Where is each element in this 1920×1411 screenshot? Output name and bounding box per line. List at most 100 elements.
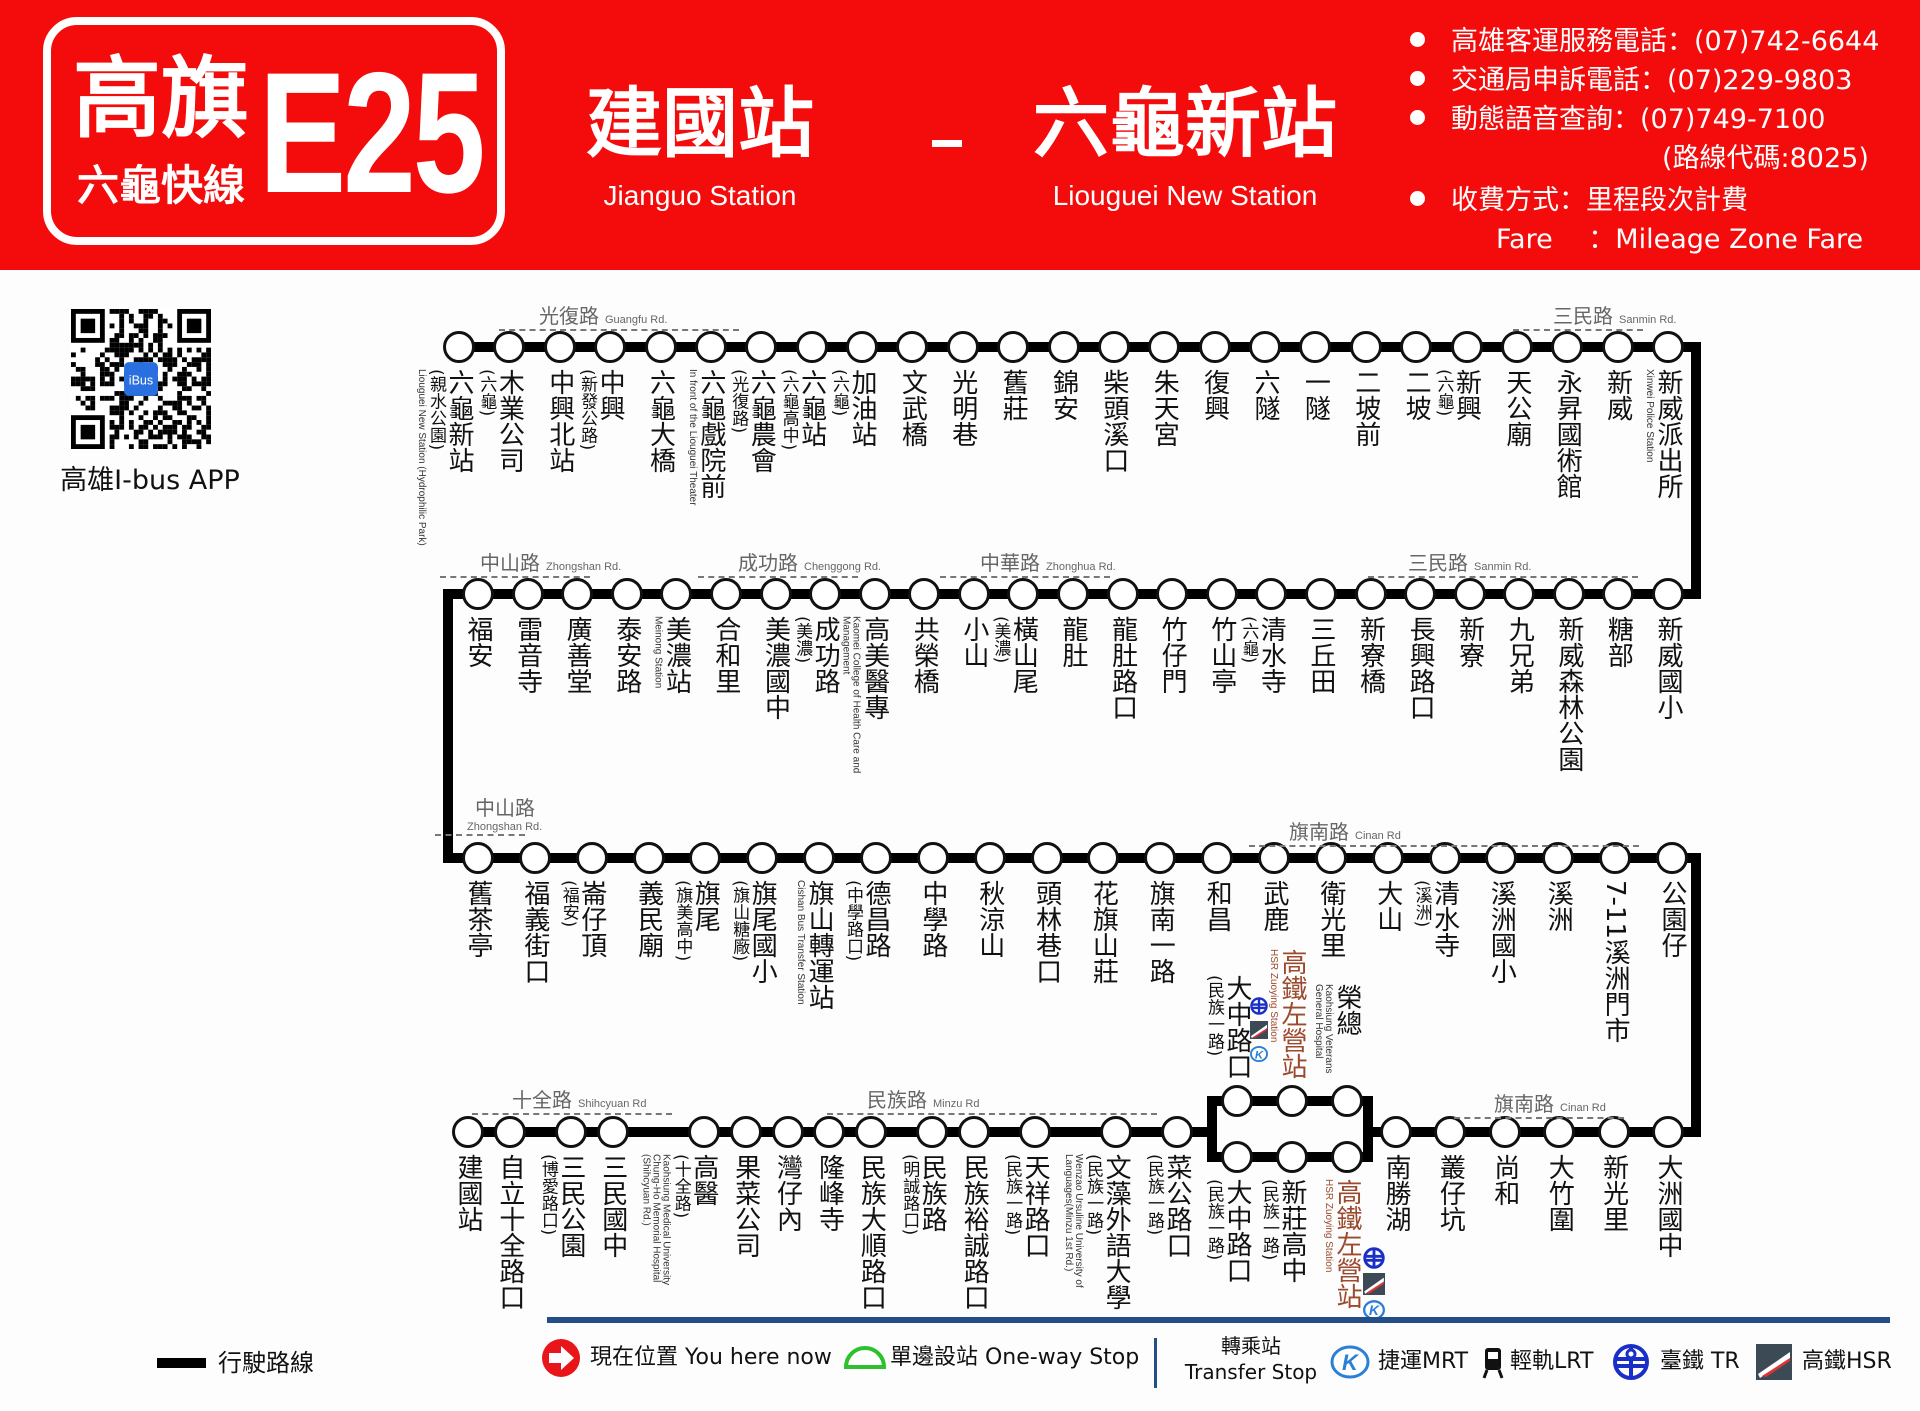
station-label[interactable]: 公園仔 bbox=[1657, 880, 1687, 958]
bus-stop[interactable] bbox=[1503, 578, 1536, 610]
bus-stop[interactable] bbox=[809, 578, 842, 610]
station-label[interactable]: 三民公園 (博愛路口) bbox=[538, 1154, 586, 1258]
station-label[interactable]: 合和里 bbox=[711, 616, 741, 694]
bus-stop[interactable] bbox=[1371, 842, 1404, 874]
station-label[interactable]: 叢仔坑 bbox=[1435, 1154, 1465, 1232]
bus-stop[interactable] bbox=[813, 1116, 846, 1148]
bus-stop[interactable] bbox=[1304, 578, 1337, 610]
station-label[interactable]: 泰安路 bbox=[612, 616, 642, 694]
bus-stop[interactable] bbox=[1485, 842, 1518, 874]
bus-stop[interactable] bbox=[687, 1116, 720, 1148]
station-label[interactable]: 旗南一路 bbox=[1145, 880, 1175, 984]
station-label[interactable]: 文武橋 bbox=[897, 369, 927, 447]
station-label[interactable]: 光明巷 bbox=[948, 369, 978, 447]
bus-stop[interactable] bbox=[1652, 1116, 1684, 1148]
bus-stop[interactable] bbox=[958, 1116, 991, 1148]
bus-stop[interactable] bbox=[1161, 1116, 1193, 1148]
station-label[interactable]: 溪洲 bbox=[1543, 880, 1573, 932]
station-label[interactable]: 衛光里 bbox=[1316, 880, 1346, 958]
bus-stop[interactable] bbox=[575, 842, 608, 874]
bus-stop[interactable] bbox=[973, 842, 1006, 874]
bus-stop[interactable] bbox=[1400, 331, 1433, 363]
station-label[interactable]: 三民國中 bbox=[598, 1154, 628, 1258]
bus-stop[interactable] bbox=[1331, 1085, 1363, 1117]
bus-stop[interactable] bbox=[561, 578, 594, 610]
station-label[interactable]: 隆峰寺 bbox=[814, 1154, 844, 1232]
bus-stop[interactable] bbox=[1156, 578, 1189, 610]
station-label[interactable]: 文藻外語大學 (民族一路) Wenzao Ursuline University o… bbox=[1063, 1154, 1131, 1310]
bus-stop[interactable] bbox=[957, 578, 990, 610]
bus-stop[interactable] bbox=[1255, 578, 1288, 610]
bus-stop[interactable] bbox=[1500, 331, 1533, 363]
station-label[interactable]: 舊茶亭 bbox=[463, 880, 493, 958]
bus-stop[interactable] bbox=[1354, 578, 1387, 610]
bus-stop[interactable] bbox=[443, 331, 475, 363]
bus-stop[interactable] bbox=[1144, 842, 1177, 874]
station-label[interactable]: 灣仔內 bbox=[773, 1154, 803, 1232]
station-label[interactable]: 二坡前 bbox=[1351, 369, 1381, 447]
station-label[interactable]: 新興 (六龜) bbox=[1434, 369, 1482, 421]
bus-stop[interactable] bbox=[1551, 331, 1584, 363]
station-label[interactable]: 六隧 bbox=[1250, 369, 1280, 421]
station-label[interactable]: 新威森林公園 bbox=[1554, 616, 1584, 772]
station-label[interactable]: 新光里 bbox=[1599, 1154, 1629, 1232]
station-label[interactable]: 中興北站 bbox=[545, 369, 575, 473]
station-label[interactable]: 柴頭溪口 bbox=[1099, 369, 1129, 473]
bus-stop[interactable] bbox=[1488, 1116, 1521, 1148]
station-label[interactable]: 大竹圍 bbox=[1544, 1154, 1574, 1232]
station-label[interactable]: 建國站 bbox=[453, 1154, 483, 1232]
station-label[interactable]: 民族大順路口 bbox=[856, 1154, 886, 1310]
station-label[interactable]: 新寮橋 bbox=[1356, 616, 1386, 694]
bus-stop[interactable] bbox=[1221, 1085, 1253, 1117]
station-label[interactable]: 花旗山莊 bbox=[1088, 880, 1118, 984]
station-label[interactable]: 天公廟 bbox=[1502, 369, 1532, 447]
bus-stop[interactable] bbox=[1276, 1085, 1308, 1117]
bus-stop[interactable] bbox=[1148, 331, 1181, 363]
station-label[interactable]: 六龜新站 (親水公園) Liouguei New Station (Hydrophi… bbox=[416, 369, 474, 546]
station-label[interactable]: 成功路 (美濃) bbox=[792, 616, 840, 694]
station-label[interactable]: 旗尾國小 (旗山糖廠) bbox=[729, 880, 777, 984]
station-label[interactable]: 南勝湖 bbox=[1381, 1154, 1411, 1232]
station-label[interactable]: 大中路口 (民族一路) bbox=[1204, 1179, 1252, 1283]
station-label[interactable]: 果菜公司 bbox=[731, 1154, 761, 1258]
station-label[interactable]: 天祥路口 (民族一路) bbox=[1002, 1154, 1050, 1258]
bus-stop[interactable] bbox=[660, 578, 693, 610]
bus-stop[interactable] bbox=[1030, 842, 1063, 874]
station-label[interactable]: 武鹿 bbox=[1259, 880, 1289, 932]
station-label[interactable]: 新威 bbox=[1603, 369, 1633, 421]
station-label[interactable]: 高醫 (十全路) Kaohsiung Medical University Chun… bbox=[641, 1154, 719, 1294]
bus-stop[interactable] bbox=[632, 842, 665, 874]
bus-stop[interactable] bbox=[462, 842, 494, 874]
bus-stop[interactable] bbox=[596, 1116, 629, 1148]
station-label[interactable]: 崙仔頂 (福安) bbox=[559, 880, 607, 958]
bus-stop[interactable] bbox=[1652, 578, 1684, 610]
bus-stop[interactable] bbox=[644, 331, 677, 363]
station-label[interactable]: 高美醫專 Kaomei College of Health Care and Ma… bbox=[841, 616, 890, 816]
bus-stop[interactable] bbox=[1349, 331, 1382, 363]
bus-stop[interactable] bbox=[1428, 842, 1461, 874]
bus-stop[interactable] bbox=[1087, 842, 1120, 874]
station-label[interactable]: 新威派出所 Xinwei Police Station bbox=[1644, 369, 1683, 499]
station-label[interactable]: 大中路口 (民族一路) bbox=[1204, 975, 1252, 1079]
station-label[interactable]: 糖部 bbox=[1603, 616, 1633, 668]
station-label[interactable]: 竹山亭 bbox=[1207, 616, 1237, 694]
bus-stop[interactable] bbox=[1434, 1116, 1467, 1148]
bus-stop[interactable] bbox=[594, 331, 627, 363]
bus-stop[interactable] bbox=[1198, 331, 1231, 363]
station-label[interactable]: 共榮橋 bbox=[909, 616, 939, 694]
station-label[interactable]: 加油站 (六龜) bbox=[829, 369, 877, 447]
bus-stop[interactable] bbox=[1100, 1116, 1133, 1148]
bus-stop[interactable] bbox=[1601, 331, 1634, 363]
bus-stop[interactable] bbox=[1106, 578, 1139, 610]
station-label[interactable]: 舊莊 bbox=[998, 369, 1028, 421]
station-label[interactable]: 福安 bbox=[463, 616, 493, 668]
bus-stop[interactable] bbox=[462, 578, 494, 610]
bus-stop[interactable] bbox=[1542, 842, 1575, 874]
bus-stop[interactable] bbox=[511, 578, 544, 610]
station-label[interactable]: 高鐵左營站 HSR Zuoying Station bbox=[1323, 1179, 1362, 1309]
bus-stop[interactable] bbox=[1404, 578, 1437, 610]
qr-code[interactable]: iBus bbox=[71, 309, 211, 449]
bus-stop[interactable] bbox=[795, 331, 828, 363]
bus-stop[interactable] bbox=[1205, 578, 1238, 610]
bus-stop[interactable] bbox=[1597, 1116, 1630, 1148]
